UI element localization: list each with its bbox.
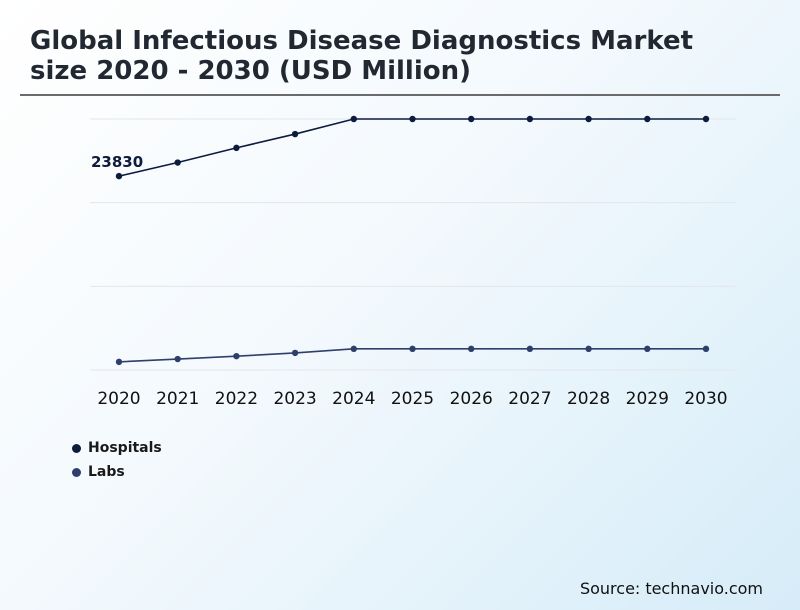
- data-point-labs[interactable]: [115, 358, 123, 366]
- data-point-hospitals[interactable]: [115, 172, 123, 180]
- source-link[interactable]: technavio.com: [645, 579, 763, 598]
- data-point-hospitals[interactable]: [350, 115, 357, 123]
- data-point-hospitals[interactable]: [409, 115, 416, 123]
- series-line-hospitals: [118, 118, 706, 177]
- data-point-labs[interactable]: [174, 355, 181, 363]
- data-point-labs[interactable]: [526, 345, 534, 353]
- data-point-hospitals[interactable]: [644, 115, 651, 123]
- chart-title-line-1: Global Infectious Disease Diagnostics Ma…: [30, 26, 693, 56]
- legend-label-labs: Labs: [88, 464, 125, 480]
- legend-label-hospitals: Hospitals: [88, 440, 162, 456]
- data-point-hospitals[interactable]: [585, 115, 592, 123]
- x-tick-label: 2020: [97, 389, 140, 409]
- data-point-labs[interactable]: [291, 349, 299, 357]
- x-tick-label: 2027: [508, 389, 551, 409]
- source-label: Source:: [579, 579, 641, 598]
- labels-layer: 2020 2021 2022 2023 2024 2025 2026 2027 2028 2029…: [91, 153, 728, 409]
- data-point-hospitals[interactable]: [291, 130, 299, 138]
- data-point-hospitals[interactable]: [174, 159, 181, 166]
- x-tick-label: 2029: [626, 389, 669, 409]
- data-point-labs[interactable]: [644, 345, 651, 353]
- legend-marker-hospitals: [72, 443, 81, 453]
- series-layer: [115, 115, 710, 366]
- x-tick-label: 2024: [332, 389, 375, 409]
- legend-item-hospitals[interactable]: Hospitals: [72, 436, 162, 460]
- data-point-hospitals[interactable]: [233, 144, 240, 152]
- legend: Hospitals Labs: [72, 436, 162, 484]
- x-tick-label: 2025: [391, 389, 434, 409]
- data-point-labs[interactable]: [585, 345, 592, 353]
- data-point-labs[interactable]: [350, 345, 357, 353]
- x-tick-label: 2021: [156, 389, 199, 409]
- legend-item-labs[interactable]: Labs: [72, 460, 162, 484]
- x-tick-label: 2028: [567, 389, 610, 409]
- data-point-hospitals[interactable]: [468, 115, 475, 123]
- data-point-labs[interactable]: [468, 345, 475, 353]
- legend-marker-labs: [72, 467, 81, 477]
- data-point-labs[interactable]: [233, 352, 240, 360]
- data-point-labs[interactable]: [702, 345, 710, 353]
- x-tick-label: 2026: [450, 389, 493, 409]
- chart-title-line-2: size 2020 - 2030 (USD Million): [30, 56, 472, 86]
- data-label: 23830: [91, 153, 143, 171]
- x-tick-label: 2023: [273, 389, 316, 409]
- x-tick-label: 2022: [215, 389, 258, 409]
- data-point-hospitals[interactable]: [702, 115, 710, 123]
- source-note: Source: technavio.com: [580, 579, 763, 598]
- chart-title: Global Infectious Disease Diagnostics Ma…: [30, 26, 770, 86]
- title-divider: [20, 94, 780, 96]
- data-point-hospitals[interactable]: [526, 115, 534, 123]
- gridlines: [90, 118, 736, 371]
- x-tick-label: 2030: [684, 389, 727, 409]
- data-point-labs[interactable]: [409, 345, 416, 353]
- line-chart: 2020 2021 2022 2023 2024 2025 2026 2027 2028 2029…: [90, 115, 736, 409]
